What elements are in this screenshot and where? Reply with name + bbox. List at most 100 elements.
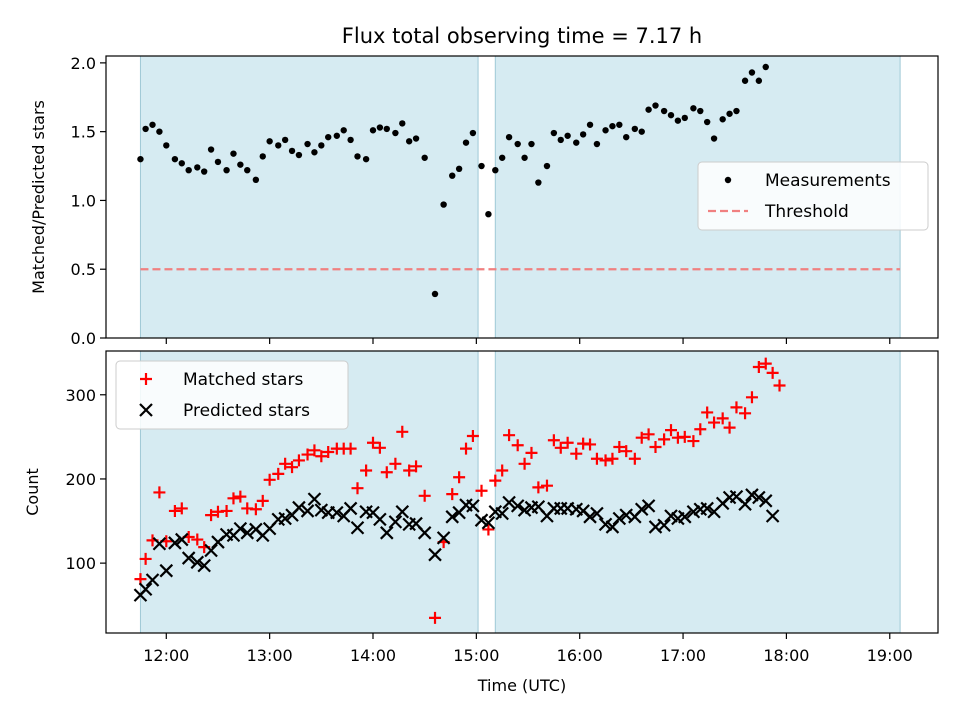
- measurement-point: [200, 168, 208, 175]
- matched-star-point: [759, 357, 772, 370]
- matched-star-point: [613, 440, 626, 453]
- measurement-point: [710, 135, 718, 142]
- matched-star-point: [606, 452, 619, 465]
- matched-star-point: [351, 482, 364, 495]
- legend-label: Predicted stars: [183, 401, 310, 421]
- measurement-point: [514, 140, 521, 148]
- measurement-point: [462, 139, 470, 146]
- legend-label: Threshold: [764, 202, 849, 222]
- measurement-point: [275, 142, 282, 149]
- y-tick-label: 300: [65, 386, 96, 405]
- measurement-point: [281, 136, 289, 144]
- measurement-point: [399, 120, 406, 127]
- measurement-point: [573, 139, 580, 146]
- matched-star-point: [403, 464, 416, 477]
- measurement-point: [652, 102, 659, 109]
- measurement-point: [762, 63, 769, 71]
- matched-star-point: [665, 424, 678, 437]
- predicted-star-point: [138, 582, 153, 597]
- x-tick-label: 15:00: [453, 646, 499, 665]
- measurement-point: [719, 116, 726, 123]
- matched-star-point: [460, 442, 473, 455]
- matched-star-point: [532, 481, 545, 494]
- matched-star-point: [678, 430, 691, 443]
- measurement-point: [703, 118, 711, 126]
- predicted-star-point: [300, 504, 315, 518]
- matched-star-point: [503, 429, 516, 442]
- shaded-span: [139, 55, 479, 339]
- predicted-star-point: [641, 499, 656, 513]
- measurement-point: [478, 162, 485, 170]
- predicted-star-point: [278, 511, 292, 526]
- matched-star-point: [227, 492, 240, 505]
- matched-star-point: [511, 439, 524, 452]
- measurement-point: [528, 140, 535, 148]
- axes-frame: [105, 350, 939, 634]
- measurement-point: [638, 128, 645, 135]
- measurement-point: [564, 132, 571, 139]
- matched-star-point: [292, 454, 305, 467]
- measurement-point: [674, 117, 682, 124]
- ratio-panel: 0.0 0.5 1.0 1.5 2.0 Matched/Predicted stars Me…: [29, 54, 939, 348]
- predicted-star-point: [752, 490, 766, 505]
- matched-star-point: [153, 486, 166, 499]
- count-panel: 100 200 300 12:00 13:00 14:00 15:00 16:00 17:00 1…: [23, 350, 939, 665]
- predicted-star-point: [510, 499, 525, 513]
- measurement-point: [593, 140, 601, 148]
- measurement-point: [223, 166, 230, 174]
- measurement-point: [266, 138, 273, 145]
- matched-star-point: [658, 433, 671, 446]
- measurement-point: [421, 154, 428, 161]
- predicted-star-point: [307, 492, 322, 506]
- axes-frame: [105, 55, 939, 339]
- measurement-point: [405, 138, 413, 145]
- matched-star-point: [489, 474, 502, 487]
- y-tick-label: 1.0: [71, 191, 96, 210]
- matched-star-point: [380, 466, 393, 479]
- predicted-star-point: [678, 510, 692, 524]
- matched-star-point: [620, 445, 633, 458]
- measurement-point: [362, 155, 370, 163]
- measurement-point: [485, 210, 492, 218]
- legend-matched-swatch: [140, 373, 152, 385]
- matched-star-point: [482, 523, 495, 536]
- measurement-point: [609, 122, 616, 130]
- matched-star-point: [694, 423, 707, 436]
- x-axis-label: Time (UTC): [477, 676, 566, 695]
- matched-star-point: [191, 533, 204, 546]
- measurement-point: [755, 77, 763, 84]
- predicted-star-point: [481, 515, 496, 530]
- measurement-point: [631, 125, 639, 133]
- predicted-star-point: [634, 502, 649, 517]
- chart-title: Flux total observing time = 7.17 h: [342, 24, 702, 48]
- measurement-point: [726, 110, 733, 117]
- matched-star-point: [752, 360, 765, 373]
- measurement-point: [543, 162, 551, 170]
- measurement-point: [214, 158, 222, 166]
- matched-star-point: [540, 479, 553, 492]
- predicted-star-point: [657, 518, 671, 533]
- matched-star-point: [773, 379, 786, 392]
- measurement-point: [616, 121, 623, 128]
- predicted-star-point: [168, 536, 182, 550]
- predicted-star-point: [373, 512, 387, 527]
- x-tick-label: 12:00: [143, 646, 189, 665]
- measurement-point: [354, 153, 361, 160]
- matched-star-point: [220, 504, 233, 517]
- measurement-point: [557, 136, 564, 144]
- measurement-point: [163, 142, 170, 149]
- measurement-point: [156, 128, 163, 135]
- matched-star-point: [708, 416, 721, 429]
- matched-star-point: [518, 457, 531, 470]
- measurement-point: [550, 129, 558, 137]
- measurement-point: [369, 127, 377, 134]
- measurement-point: [412, 135, 420, 142]
- matched-star-point: [730, 401, 743, 414]
- measurement-point: [171, 155, 179, 163]
- matched-star-point: [584, 438, 597, 451]
- matched-star-point: [389, 457, 402, 470]
- y-axis-label: Matched/Predicted stars: [29, 100, 48, 294]
- matched-star-point: [175, 502, 188, 515]
- matched-star-point: [205, 509, 218, 522]
- predicted-star-point: [197, 558, 211, 573]
